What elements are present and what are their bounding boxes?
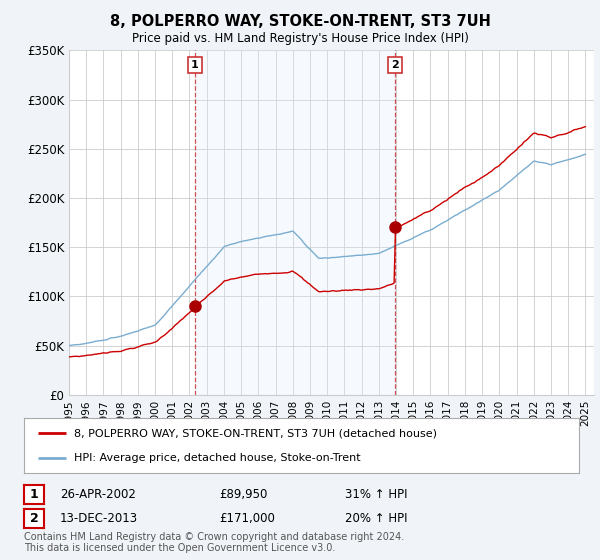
Text: 26-APR-2002: 26-APR-2002	[60, 488, 136, 501]
Text: Price paid vs. HM Land Registry's House Price Index (HPI): Price paid vs. HM Land Registry's House …	[131, 32, 469, 45]
Text: £89,950: £89,950	[219, 488, 268, 501]
Text: HPI: Average price, detached house, Stoke-on-Trent: HPI: Average price, detached house, Stok…	[74, 454, 361, 463]
Text: 2: 2	[29, 512, 38, 525]
Bar	[195, 50, 395, 395]
Text: 2: 2	[391, 60, 399, 70]
Text: 8, POLPERRO WAY, STOKE-ON-TRENT, ST3 7UH (detached house): 8, POLPERRO WAY, STOKE-ON-TRENT, ST3 7UH…	[74, 428, 437, 438]
Text: 1: 1	[191, 60, 199, 70]
Text: 8, POLPERRO WAY, STOKE-ON-TRENT, ST3 7UH: 8, POLPERRO WAY, STOKE-ON-TRENT, ST3 7UH	[110, 14, 490, 29]
Text: £171,000: £171,000	[219, 512, 275, 525]
Text: Contains HM Land Registry data © Crown copyright and database right 2024.
This d: Contains HM Land Registry data © Crown c…	[24, 531, 404, 553]
Text: 31% ↑ HPI: 31% ↑ HPI	[345, 488, 407, 501]
Text: 13-DEC-2013: 13-DEC-2013	[60, 512, 138, 525]
Text: 20% ↑ HPI: 20% ↑ HPI	[345, 512, 407, 525]
Text: 1: 1	[29, 488, 38, 501]
